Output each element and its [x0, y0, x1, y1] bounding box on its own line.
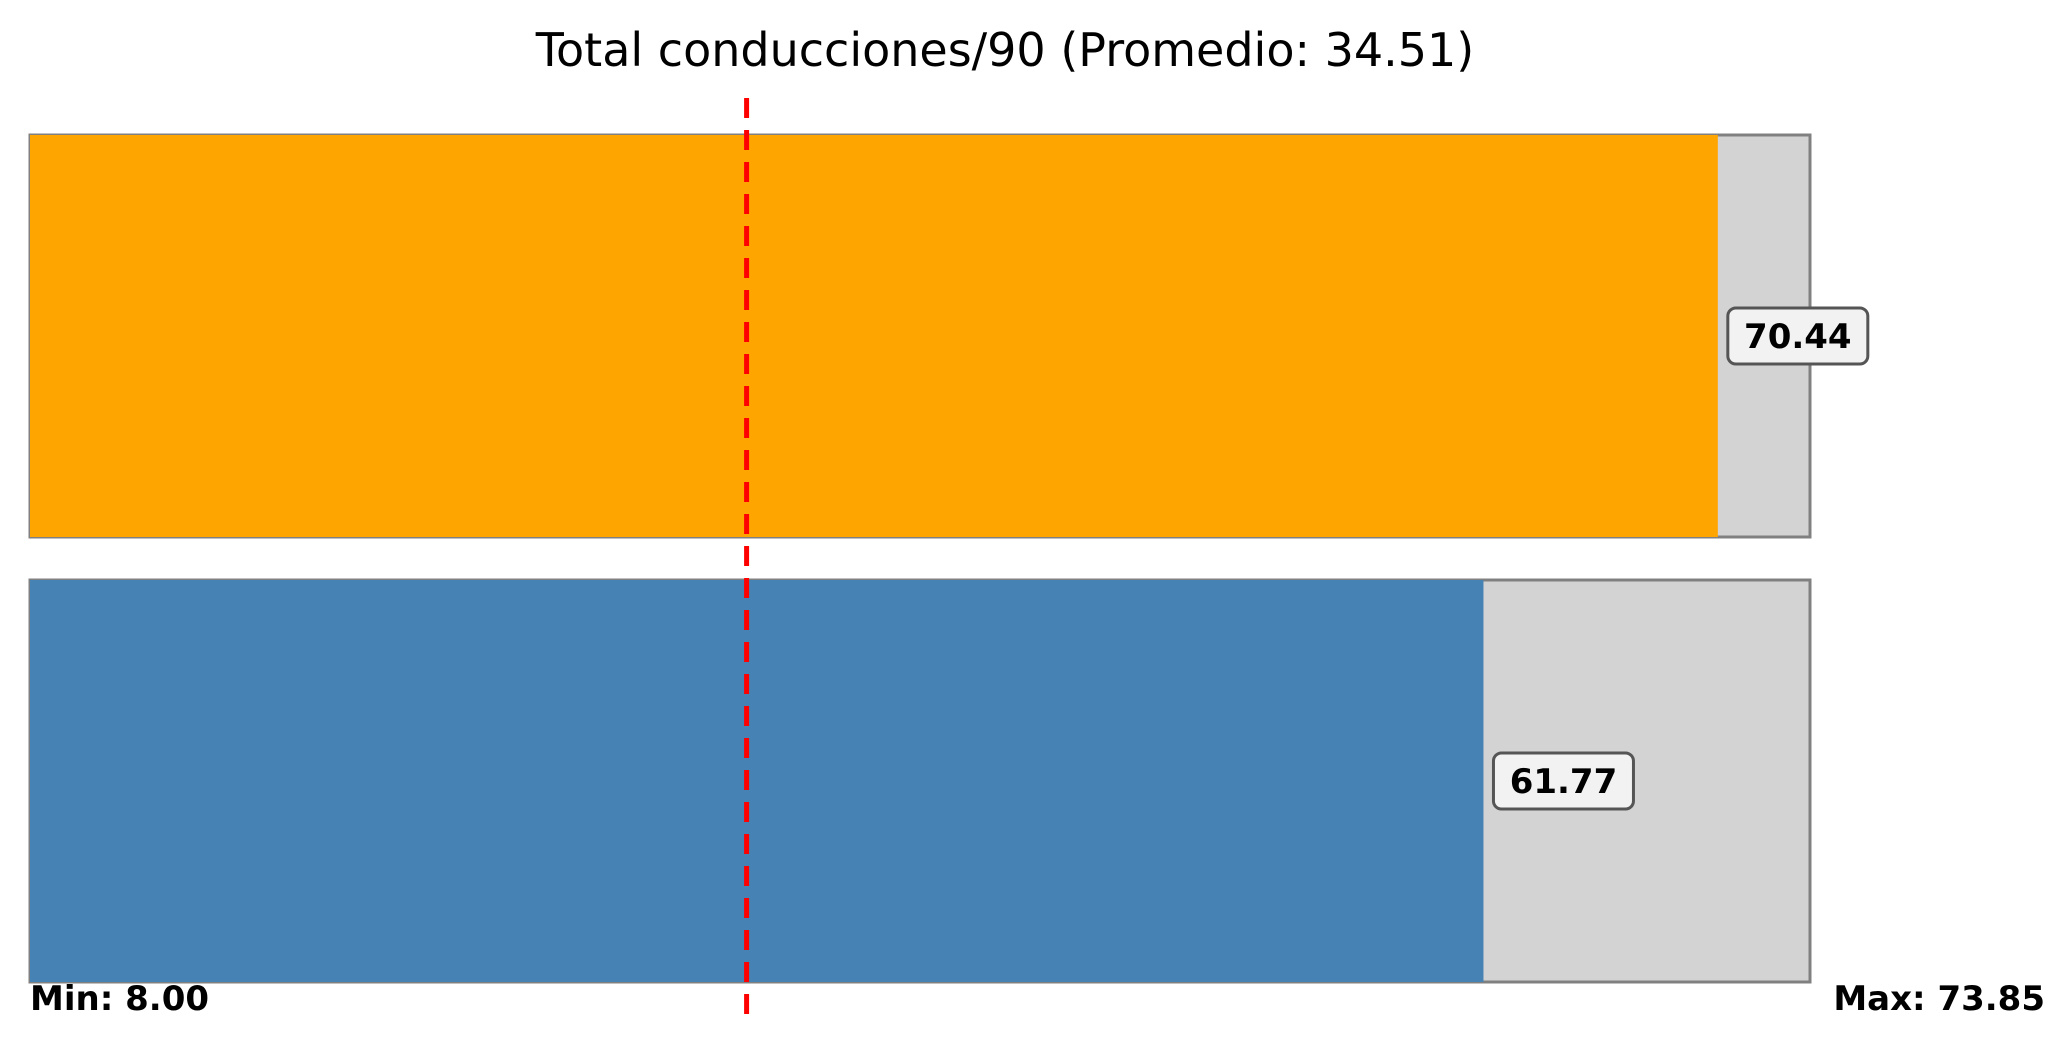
value-label-1: 61.77: [1510, 762, 1618, 802]
bars-layer: [28, 133, 1812, 984]
value-label-0: 70.44: [1744, 317, 1852, 357]
bar-1: [30, 580, 1484, 982]
chart-title: Total conducciones/90 (Promedio: 34.51): [535, 23, 1475, 77]
max-label: Max: 73.85: [1833, 979, 2045, 1019]
labels-layer: 70.44 61.77: [1491, 306, 1870, 811]
value-label-box-0: [1726, 306, 1870, 366]
min-label: Min: 8.00: [30, 979, 209, 1019]
bar-0: [30, 135, 1718, 537]
value-label-box-1: [1491, 751, 1635, 811]
